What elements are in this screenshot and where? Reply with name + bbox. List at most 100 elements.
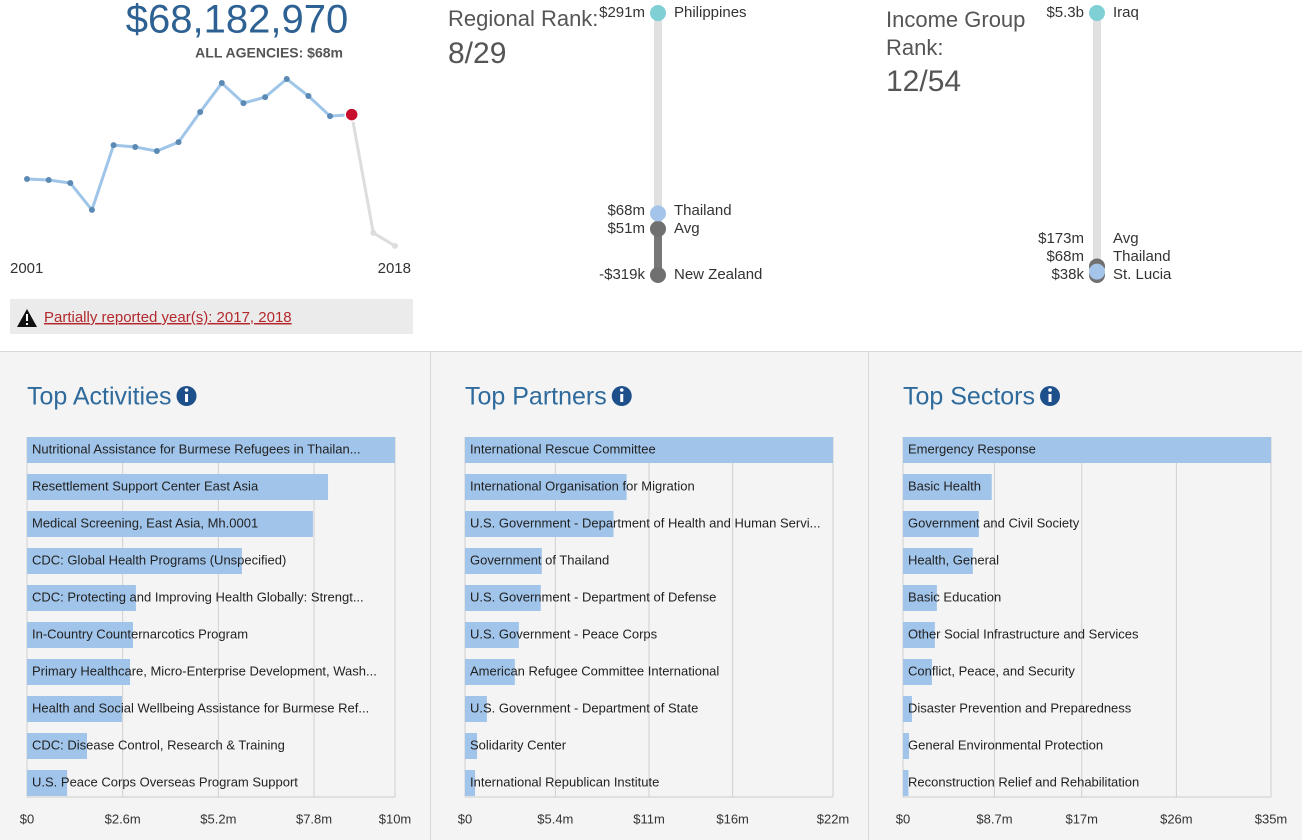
panel-title: Top Sectors [903,383,1035,411]
bar-label: American Refugee Committee International [470,663,719,678]
bar-label: Disaster Prevention and Preparedness [908,700,1132,715]
rank-name: Avg [1113,230,1139,247]
bar [465,770,476,796]
bar-label: U.S. Peace Corps Overseas Program Suppor… [32,774,298,789]
x-tick-label: $8.7m [976,811,1012,826]
bar [27,696,122,722]
x-tick-label: $35m [1255,811,1288,826]
bar-label: CDC: Disease Control, Research & Trainin… [32,737,285,752]
bar-label: U.S. Government - Department of Health a… [470,515,820,530]
trend-point [262,94,269,101]
bar-label: International Organisation for Migration [470,478,695,493]
x-tick-label: $17m [1065,811,1098,826]
warning-box [10,299,413,334]
bar [27,770,68,796]
trend-point [175,139,182,146]
bar [903,696,912,722]
rank-point [650,5,666,21]
rank-value-label: $51m [607,220,645,237]
bar-label: U.S. Government - Department of Defense [470,589,716,604]
bar [27,622,133,648]
rank-name: Thailand [1113,248,1171,265]
trend-point [240,100,247,107]
trend-point [305,93,312,100]
rank-name: St. Lucia [1113,266,1172,283]
bar-label: Other Social Infrastructure and Services [908,626,1139,641]
x-tick-label: $10m [379,811,412,826]
trend-point [370,229,377,236]
trend-point [88,206,95,213]
bar [903,733,909,759]
bar-label: Government and Civil Society [908,515,1080,530]
bar-label: Government of Thailand [470,552,609,567]
trend-point [344,107,359,122]
rank-value-label: $68m [1046,248,1084,265]
bar [903,585,937,611]
bar-label: Resettlement Support Center East Asia [32,478,259,493]
bar [903,770,909,796]
rank-value-label: $291m [599,4,645,21]
x-tick-label: $22m [817,811,850,826]
rank-value-label: $38k [1051,266,1084,283]
x-tick-label: $5.4m [537,811,573,826]
panel-title: Top Partners [465,383,607,411]
x-tick-label: 2001 [10,260,43,277]
bar-label: U.S. Government - Peace Corps [470,626,658,641]
bar-label: Basic Health [908,478,981,493]
bar [903,474,992,500]
rank-name: Iraq [1113,4,1139,21]
bar [903,548,973,574]
all-agencies: ALL AGENCIES: $68m [195,45,343,61]
rank-name: Avg [674,220,700,237]
x-tick-label: $5.2m [200,811,236,826]
bar [465,474,627,500]
bar [465,622,519,648]
x-tick-label: 2018 [378,260,411,277]
warning-icon [26,314,28,321]
rank-title: Income Group Rank: [886,7,1026,60]
x-tick-label: $0 [20,811,34,826]
rank-value: 12/54 [886,65,961,98]
bar-label: Health, General [908,552,999,567]
x-tick-label: $0 [896,811,910,826]
bar-label: Nutritional Assistance for Burmese Refug… [32,441,361,456]
bar [27,659,131,685]
bar-label: CDC: Global Health Programs (Unspecified… [32,552,286,567]
rank-point [1089,263,1105,280]
trend-point [153,148,160,155]
bar [27,474,329,500]
bar-label: Reconstruction Relief and Rehabilitation [908,774,1139,789]
bar [27,733,87,759]
rank-point [650,267,666,283]
bar [903,659,932,685]
partial-years-link[interactable]: Partially reported year(s): 2017, 2018 [44,309,292,326]
bar-label: Conflict, Peace, and Security [908,663,1075,678]
bar-label: Health and Social Wellbeing Assistance f… [32,700,369,715]
trend-point [218,80,225,87]
trend-point [110,142,117,149]
trend-point [45,177,52,184]
trend-line [26,77,352,213]
rank-name: Philippines [674,4,747,21]
trend-point [24,175,30,182]
info-icon [620,394,624,402]
bar-label: Solidarity Center [470,737,567,752]
bar [27,437,395,463]
x-tick-label: $26m [1160,811,1193,826]
rank-name: Thailand [674,202,732,219]
rank-value-label: $5.3b [1046,4,1084,21]
bar [465,437,833,463]
bar [903,437,1271,463]
rank-point [650,220,666,237]
trend-point [197,109,204,116]
trend-point [392,242,398,249]
x-tick-label: $16m [716,811,749,826]
rank-name: New Zealand [674,266,762,283]
trend-point [67,180,74,187]
trend-point [132,144,139,151]
x-tick-label: $0 [458,811,472,826]
x-tick-label: $11m [633,811,665,826]
bar [27,511,313,537]
